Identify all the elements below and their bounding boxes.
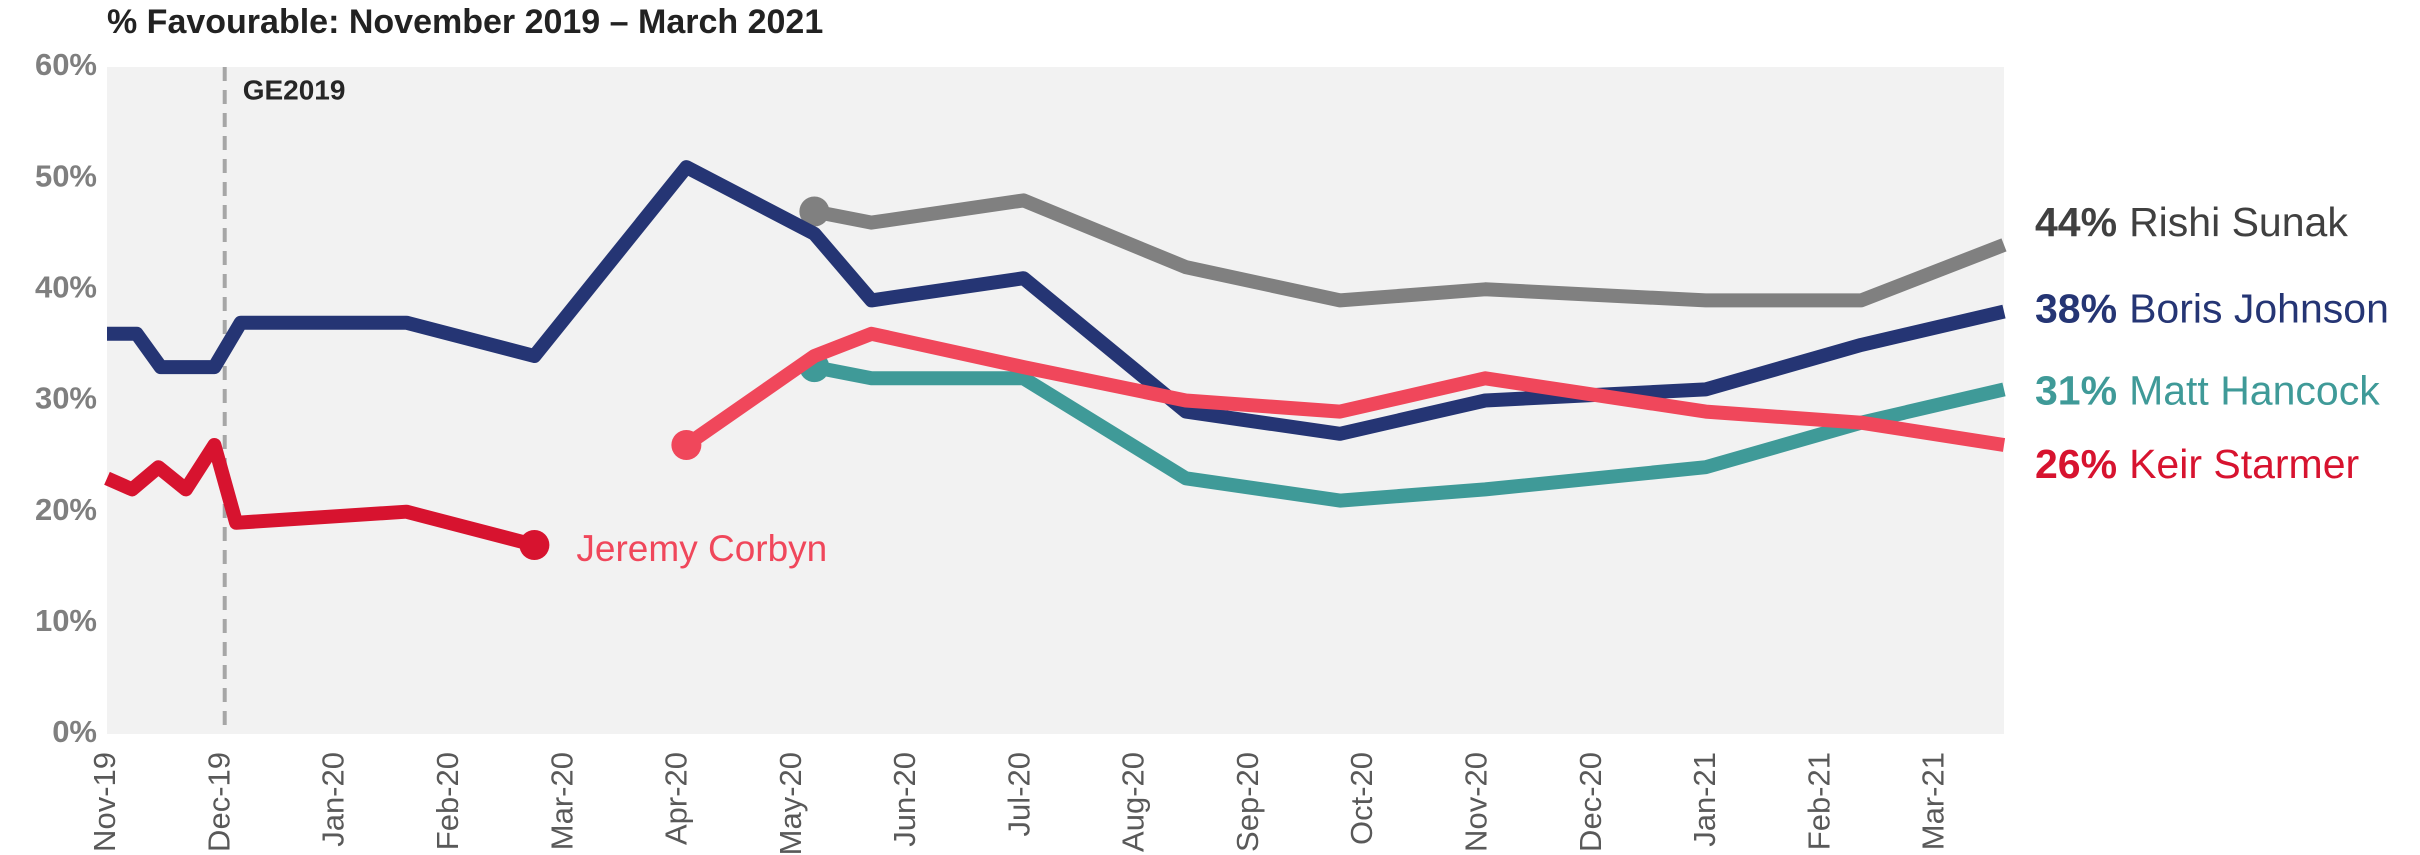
series-line: [682, 326, 2006, 452]
end-label: 38% Boris Johnson: [2035, 285, 2389, 331]
series-line: [104, 438, 537, 552]
end-label: 31% Matt Hancock: [2035, 367, 2380, 413]
x-tick-label: Oct-20: [1344, 752, 1379, 845]
y-tick-label: 60%: [35, 47, 97, 82]
series-marker: [671, 429, 702, 460]
x-tick-label: Mar-20: [544, 752, 579, 850]
x-tick-label: May-20: [773, 752, 808, 855]
series-label: Jeremy Corbyn: [576, 528, 827, 569]
series-line: [813, 193, 2007, 308]
end-label-value: 31%: [2035, 367, 2117, 413]
end-label-name: Rishi Sunak: [2129, 199, 2348, 245]
y-tick-label: 20%: [35, 492, 97, 527]
y-tick-label: 30%: [35, 381, 97, 416]
end-label-value: 26%: [2035, 441, 2117, 487]
series-line: [813, 360, 2006, 508]
series-line: [107, 160, 2006, 441]
chart-title: % Favourable: November 2019 – March 2021: [107, 3, 823, 41]
x-tick-label: Dec-20: [1573, 752, 1608, 852]
x-tick-label: Jan-21: [1687, 752, 1722, 847]
x-tick-label: Aug-20: [1116, 752, 1151, 852]
end-label: 44% Rishi Sunak: [2035, 199, 2348, 245]
x-tick-label: Jul-20: [1001, 752, 1036, 836]
y-tick-label: 50%: [35, 158, 97, 193]
x-tick-label: Sep-20: [1230, 752, 1265, 852]
series-marker: [799, 196, 830, 227]
annotation-label: GE2019: [243, 74, 346, 105]
x-tick-label: Jun-20: [887, 752, 922, 847]
end-label-value: 38%: [2035, 285, 2117, 331]
x-tick-label: Jan-20: [316, 752, 351, 847]
x-tick-label: Dec-19: [201, 752, 236, 852]
end-label-name: Matt Hancock: [2129, 367, 2380, 413]
series-marker: [519, 530, 550, 561]
end-label: 26% Keir Starmer: [2035, 441, 2359, 487]
end-label-value: 44%: [2035, 199, 2117, 245]
y-tick-label: 10%: [35, 603, 97, 638]
x-tick-label: Nov-20: [1459, 752, 1494, 852]
y-tick-label: 0%: [52, 714, 97, 749]
x-tick-label: Nov-19: [87, 752, 122, 852]
y-tick-label: 40%: [35, 270, 97, 305]
end-label-name: Boris Johnson: [2129, 285, 2389, 331]
x-tick-label: Apr-20: [659, 752, 694, 845]
end-label-name: Keir Starmer: [2129, 441, 2359, 487]
x-tick-label: Mar-21: [1916, 752, 1951, 850]
x-tick-label: Feb-21: [1801, 752, 1836, 850]
x-tick-label: Feb-20: [430, 752, 465, 850]
